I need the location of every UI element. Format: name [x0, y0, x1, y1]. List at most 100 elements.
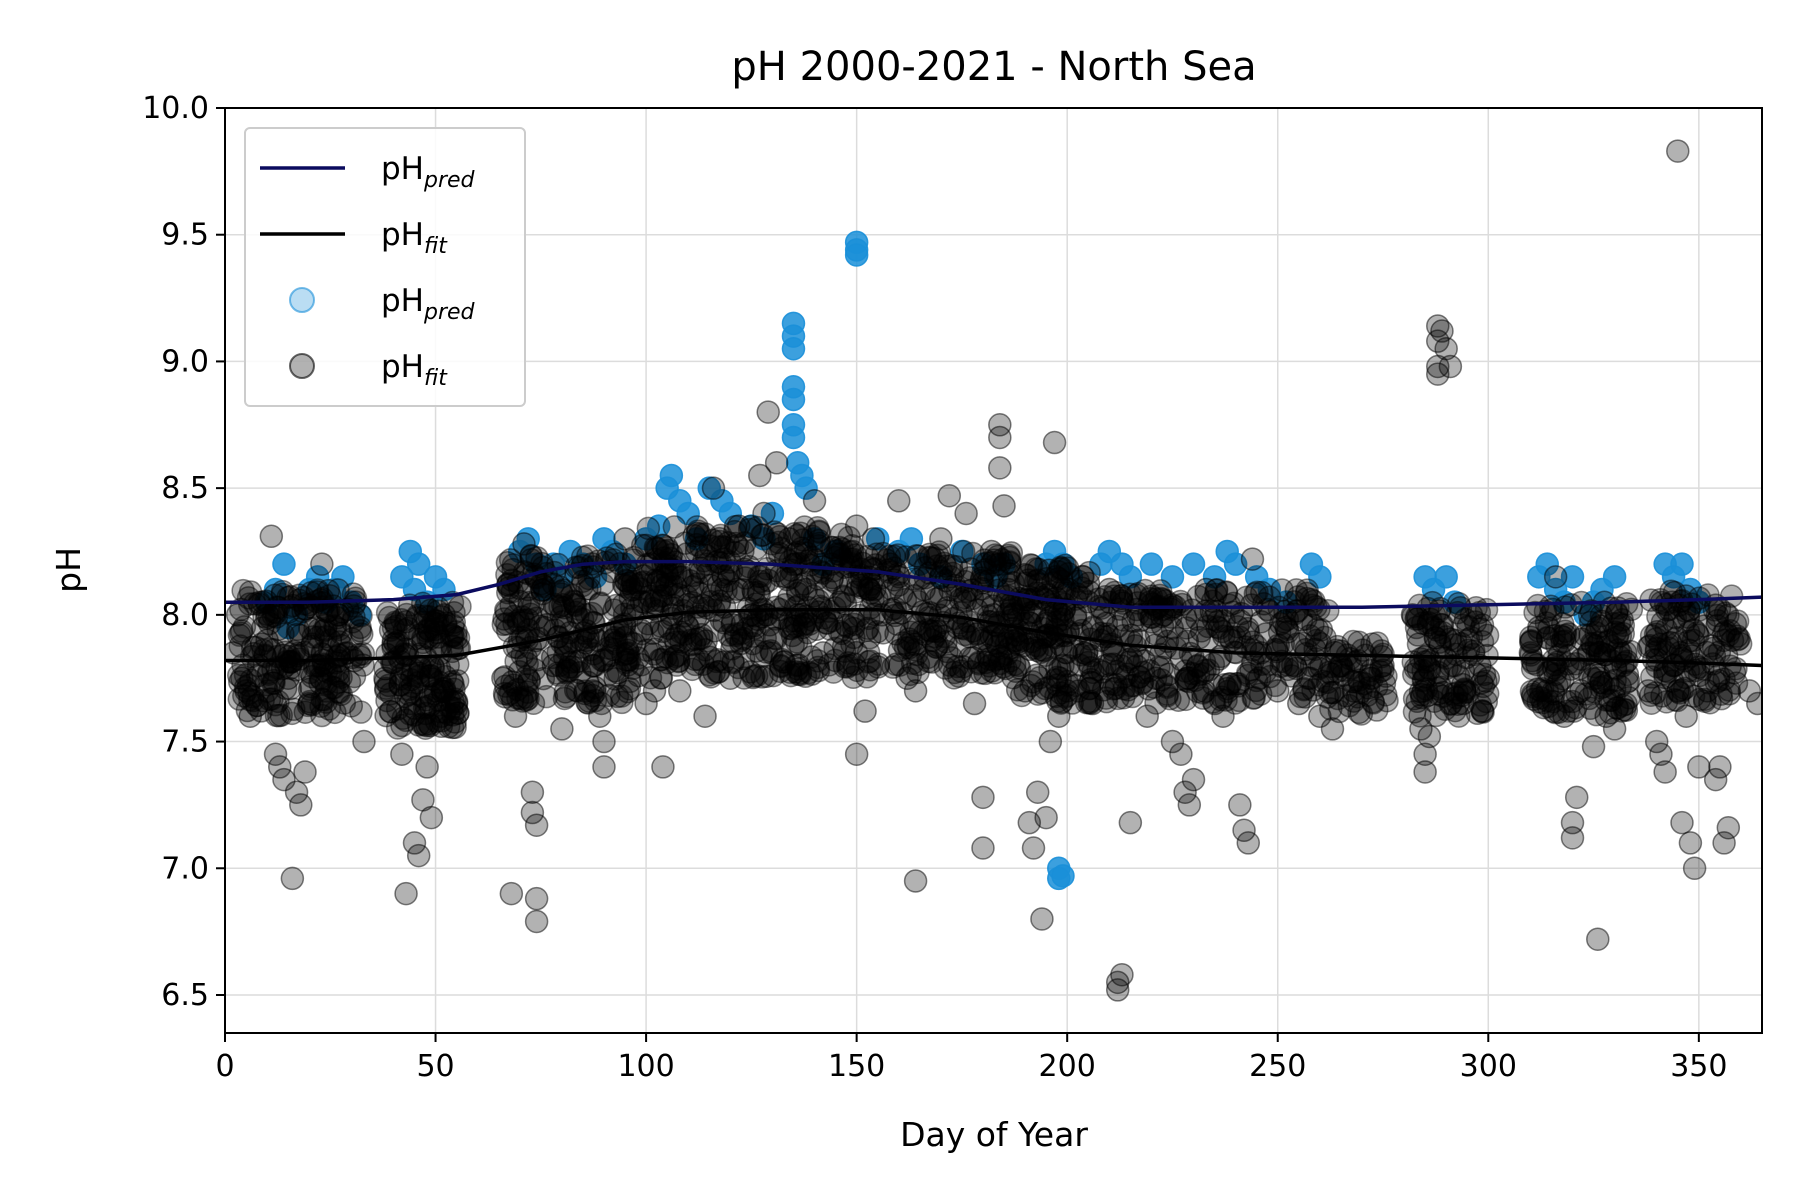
- fit-point: [508, 628, 532, 652]
- fit-point: [1545, 633, 1569, 658]
- fit-point: [260, 687, 284, 711]
- fit-point: [666, 649, 691, 674]
- fit-point: [856, 640, 881, 664]
- fit-point: [578, 577, 602, 601]
- fit-point: [547, 575, 572, 599]
- fit-point: [407, 661, 431, 685]
- fit-point: [1191, 686, 1215, 710]
- fit-point: [1099, 672, 1123, 696]
- fit-point: [550, 582, 574, 606]
- fit-point: [707, 659, 731, 684]
- fit-point: [1658, 630, 1683, 655]
- fit-point: [1678, 831, 1703, 855]
- pred-point: [1687, 590, 1711, 614]
- fit-point: [559, 650, 583, 674]
- pred-point: [992, 552, 1016, 576]
- fit-point: [1584, 634, 1608, 658]
- fit-point: [329, 682, 353, 707]
- fit-point: [524, 813, 549, 837]
- fit-point: [1215, 676, 1239, 701]
- fit-point: [750, 665, 774, 689]
- fit-point: [418, 693, 443, 718]
- fit-point: [1589, 614, 1613, 638]
- fit-point: [1682, 856, 1707, 881]
- fit-point: [326, 663, 351, 688]
- y-tick-label: 9.0: [161, 344, 209, 379]
- fit-point: [1320, 662, 1344, 686]
- fit-point: [877, 544, 902, 569]
- fit-point: [411, 610, 436, 635]
- fit-point: [297, 691, 321, 716]
- fit-point: [1718, 619, 1742, 643]
- fit-point: [1007, 656, 1032, 680]
- fit-point: [349, 700, 373, 724]
- fit-point: [1525, 677, 1550, 701]
- fit-point: [688, 522, 712, 547]
- fit-point: [1173, 659, 1198, 683]
- fit-point: [1551, 666, 1575, 691]
- fit-point: [1656, 632, 1680, 656]
- fit-point: [1662, 580, 1687, 605]
- pred-point: [659, 463, 684, 488]
- fit-point: [1214, 581, 1239, 605]
- fit-point: [293, 760, 317, 784]
- fit-point: [669, 565, 693, 590]
- fit-point: [772, 650, 796, 674]
- fit-point: [903, 632, 927, 657]
- fit-point: [667, 583, 691, 607]
- pred-point: [533, 577, 557, 602]
- fit-point: [1077, 560, 1101, 585]
- fit-point: [1664, 626, 1689, 650]
- fit-point: [663, 644, 688, 669]
- fit-point: [1402, 686, 1427, 711]
- fit-point: [953, 622, 977, 647]
- fit-point: [1130, 670, 1155, 695]
- fit-point: [581, 624, 606, 648]
- fit-point: [566, 605, 590, 629]
- fit-point: [723, 531, 748, 556]
- fit-point: [1361, 689, 1385, 714]
- fit-point: [1160, 729, 1185, 754]
- fit-point: [577, 566, 601, 591]
- fit-point: [1044, 684, 1068, 709]
- fit-point: [591, 572, 615, 597]
- fit-point: [1055, 669, 1080, 694]
- fit-point: [947, 634, 972, 659]
- fit-point: [1255, 597, 1280, 622]
- fit-point: [681, 574, 705, 599]
- fit-point: [498, 681, 523, 706]
- fit-point: [1582, 680, 1607, 704]
- fit-point: [1070, 564, 1095, 589]
- fit-point: [388, 672, 412, 697]
- fit-point: [397, 682, 421, 707]
- fit-point: [581, 654, 605, 678]
- fit-point: [710, 577, 734, 602]
- chart-title: pH 2000-2021 - North Sea: [731, 44, 1256, 90]
- fit-point: [1469, 617, 1493, 641]
- fit-point: [650, 533, 675, 558]
- fit-point: [1174, 616, 1199, 640]
- fit-point: [1553, 629, 1577, 653]
- fit-point: [769, 536, 794, 561]
- fit-point: [744, 663, 769, 688]
- fit-point: [305, 653, 330, 678]
- fit-point: [1111, 685, 1136, 710]
- fit-point: [988, 456, 1012, 480]
- fit-point: [732, 666, 756, 690]
- fit-point: [988, 644, 1013, 668]
- fit-point: [1202, 691, 1227, 716]
- fit-point: [583, 688, 608, 713]
- fit-point: [655, 535, 679, 560]
- fit-point: [828, 590, 852, 614]
- fit-point: [1056, 673, 1080, 697]
- fit-point: [1054, 581, 1079, 605]
- fit-point: [257, 687, 282, 712]
- fit-point: [991, 655, 1016, 679]
- fit-point: [541, 653, 566, 678]
- fit-point: [1430, 319, 1454, 343]
- fit-point: [1121, 609, 1145, 633]
- fit-point: [779, 616, 803, 641]
- fit-point: [741, 631, 765, 656]
- fit-point: [754, 640, 779, 664]
- fit-point: [1287, 691, 1311, 716]
